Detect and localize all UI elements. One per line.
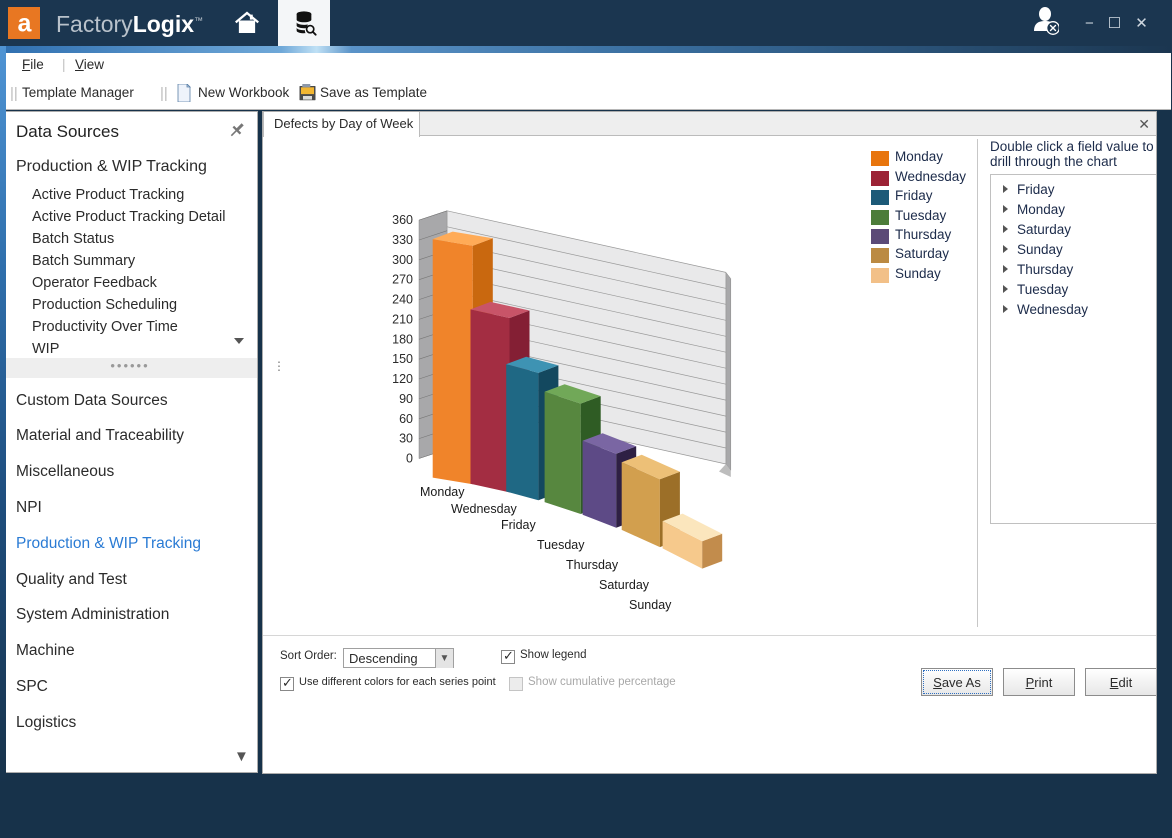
svg-text:240: 240 (392, 293, 413, 307)
svg-text:0: 0 (406, 452, 413, 466)
svg-text:150: 150 (392, 352, 413, 366)
svg-text:180: 180 (392, 332, 413, 346)
svg-text:Monday: Monday (420, 485, 465, 499)
svg-text:270: 270 (392, 273, 413, 287)
svg-text:Saturday: Saturday (599, 578, 650, 592)
svg-text:210: 210 (392, 312, 413, 326)
svg-text:Wednesday: Wednesday (451, 502, 518, 516)
svg-text:360: 360 (392, 213, 413, 227)
svg-text:Thursday: Thursday (566, 558, 619, 572)
svg-text:30: 30 (399, 432, 413, 446)
svg-text:Tuesday: Tuesday (537, 538, 585, 552)
svg-text:Friday: Friday (501, 518, 536, 532)
svg-text:a: a (18, 10, 33, 38)
svg-text:300: 300 (392, 253, 413, 267)
svg-text:60: 60 (399, 412, 413, 426)
svg-text:Sunday: Sunday (629, 598, 672, 612)
svg-text:120: 120 (392, 372, 413, 386)
svg-text:90: 90 (399, 392, 413, 406)
svg-text:330: 330 (392, 233, 413, 247)
